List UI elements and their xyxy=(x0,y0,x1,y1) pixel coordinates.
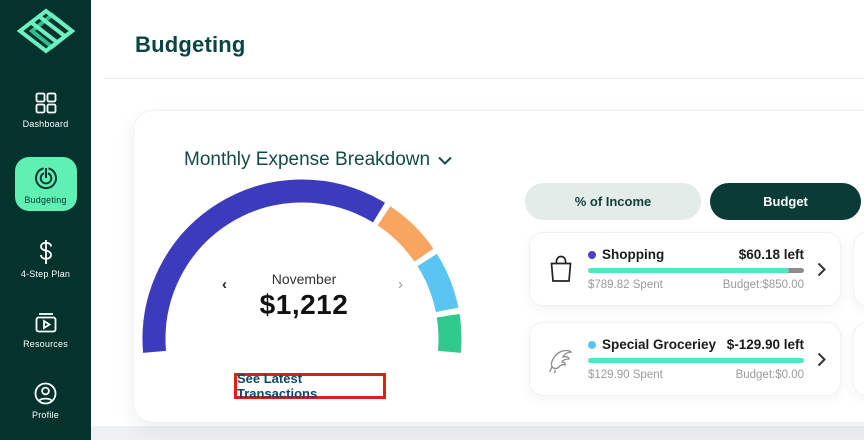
shopping-bag-icon xyxy=(544,254,578,284)
budget-progress-fill xyxy=(588,268,789,273)
sidebar-item-label: Resources xyxy=(23,339,68,349)
category-name: Special Groceriey xyxy=(602,337,717,352)
chevron-down-icon xyxy=(438,156,452,165)
dollar-icon xyxy=(39,240,52,264)
header-divider xyxy=(104,78,864,79)
percent-of-income-toggle[interactable]: % of Income xyxy=(525,183,701,220)
category-details: Shopping $60.18 left $789.82 Spent Budge… xyxy=(588,247,804,291)
amount-left-label: $-129.90 left xyxy=(726,337,804,352)
view-toggle: % of Income Budget xyxy=(525,183,861,220)
category-name: Shopping xyxy=(602,247,665,262)
next-category-card-peek[interactable] xyxy=(853,232,864,306)
sidebar-item-resources[interactable]: Resources xyxy=(15,307,77,353)
sidebar-item-label: Budgeting xyxy=(24,195,67,205)
budget-progress-bar xyxy=(588,358,804,363)
next-category-card-peek[interactable] xyxy=(853,322,864,396)
monthly-total-value: $1,212 xyxy=(259,289,349,320)
category-card-special-groceriey[interactable]: Special Groceriey $-129.90 left $129.90 … xyxy=(529,322,841,396)
sidebar-nav: Dashboard Budgeting 4-Step Plan xyxy=(14,87,77,424)
sidebar-item-label: Dashboard xyxy=(22,119,69,129)
sidebar-item-label: 4-Step Plan xyxy=(20,269,71,279)
chevron-right-icon[interactable] xyxy=(814,352,828,367)
sidebar-item-4-step-plan[interactable]: 4-Step Plan xyxy=(15,235,77,283)
sidebar-item-profile[interactable]: Profile xyxy=(15,377,77,424)
see-latest-transactions-link[interactable]: See Latest Transactions xyxy=(234,371,386,401)
expense-gauge-chart xyxy=(142,179,462,353)
page-background-strip xyxy=(91,426,864,440)
sidebar-item-budgeting[interactable]: Budgeting xyxy=(14,157,77,211)
brand-logo-icon xyxy=(16,8,75,54)
amount-left-label: $60.18 left xyxy=(738,247,804,262)
category-card-shopping[interactable]: Shopping $60.18 left $789.82 Spent Budge… xyxy=(529,232,841,306)
budgeting-target-icon xyxy=(34,167,57,190)
brand-logo[interactable] xyxy=(7,3,85,59)
amount-spent-label: $129.90 Spent xyxy=(588,369,663,381)
monthly-expense-card: Monthly Expense Breakdown ‹ › November $… xyxy=(133,110,864,423)
video-library-icon xyxy=(35,313,56,333)
expense-breakdown-title: Monthly Expense Breakdown xyxy=(184,149,431,170)
segment-indigo xyxy=(142,179,385,353)
page-title: Budgeting xyxy=(135,32,246,57)
next-month-button[interactable]: › xyxy=(392,273,409,297)
selected-month-label: November xyxy=(271,271,337,287)
budget-progress-fill xyxy=(588,358,804,363)
sidebar-item-dashboard[interactable]: Dashboard xyxy=(15,87,77,133)
category-details: Special Groceriey $-129.90 left $129.90 … xyxy=(588,337,804,381)
budget-amount-label: Budget:$850.00 xyxy=(722,279,804,291)
dashboard-grid-icon xyxy=(35,92,56,114)
category-color-dot xyxy=(588,340,596,349)
sidebar-item-label: Profile xyxy=(32,410,59,420)
segment-green xyxy=(436,313,462,353)
see-latest-transactions-label: See Latest Transactions xyxy=(237,371,318,401)
segment-orange xyxy=(377,206,434,262)
gauge-center-labels: November $1,212 xyxy=(204,271,404,321)
budget-amount-label: Budget:$0.00 xyxy=(735,369,804,381)
budget-toggle[interactable]: Budget xyxy=(710,183,861,220)
chevron-right-icon[interactable] xyxy=(814,262,828,277)
doodle-icon xyxy=(544,343,578,375)
budget-progress-bar xyxy=(588,268,804,273)
profile-icon xyxy=(34,382,57,405)
amount-spent-label: $789.82 Spent xyxy=(588,279,663,291)
sidebar: Dashboard Budgeting 4-Step Plan xyxy=(0,0,91,440)
category-color-dot xyxy=(588,250,596,259)
segment-lightblue xyxy=(417,253,459,313)
expense-breakdown-dropdown[interactable]: Monthly Expense Breakdown xyxy=(184,149,452,171)
previous-month-button[interactable]: ‹ xyxy=(216,273,233,297)
